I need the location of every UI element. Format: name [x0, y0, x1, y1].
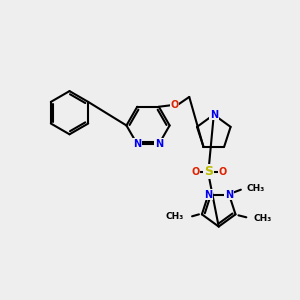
Text: S: S — [204, 165, 213, 178]
Text: N: N — [155, 139, 163, 149]
Text: N: N — [133, 139, 141, 149]
Text: N: N — [210, 110, 218, 120]
Text: O: O — [218, 167, 227, 177]
Text: O: O — [170, 100, 179, 110]
Text: N: N — [225, 190, 233, 200]
Text: CH₃: CH₃ — [247, 184, 265, 193]
Text: CH₃: CH₃ — [253, 214, 272, 223]
Text: O: O — [191, 167, 199, 177]
Text: CH₃: CH₃ — [166, 212, 184, 221]
Text: N: N — [204, 190, 212, 200]
